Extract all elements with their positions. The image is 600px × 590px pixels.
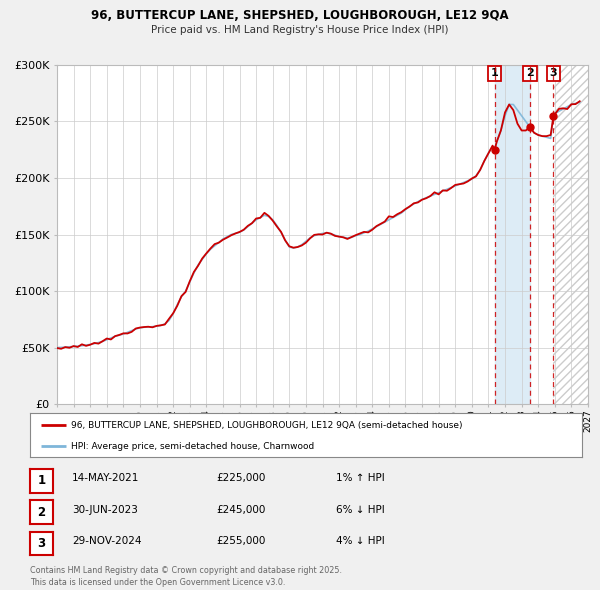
Text: £225,000: £225,000 [216,474,265,483]
Text: 4% ↓ HPI: 4% ↓ HPI [336,536,385,546]
Text: 30-JUN-2023: 30-JUN-2023 [72,505,138,514]
Text: HPI: Average price, semi-detached house, Charnwood: HPI: Average price, semi-detached house,… [71,442,314,451]
Text: 3: 3 [37,537,46,550]
Text: 96, BUTTERCUP LANE, SHEPSHED, LOUGHBOROUGH, LE12 9QA: 96, BUTTERCUP LANE, SHEPSHED, LOUGHBOROU… [91,9,509,22]
Text: 2: 2 [37,506,46,519]
Text: 96, BUTTERCUP LANE, SHEPSHED, LOUGHBOROUGH, LE12 9QA (semi-detached house): 96, BUTTERCUP LANE, SHEPSHED, LOUGHBOROU… [71,421,463,430]
Text: Price paid vs. HM Land Registry's House Price Index (HPI): Price paid vs. HM Land Registry's House … [151,25,449,35]
Text: 1: 1 [491,68,499,78]
Text: £255,000: £255,000 [216,536,265,546]
Text: 2: 2 [526,68,534,78]
Text: Contains HM Land Registry data © Crown copyright and database right 2025.
This d: Contains HM Land Registry data © Crown c… [30,566,342,587]
Text: 6% ↓ HPI: 6% ↓ HPI [336,505,385,514]
Text: 1: 1 [37,474,46,487]
Text: £245,000: £245,000 [216,505,265,514]
Text: 29-NOV-2024: 29-NOV-2024 [72,536,142,546]
Bar [553,65,588,404]
Text: 14-MAY-2021: 14-MAY-2021 [72,474,139,483]
Text: 1% ↑ HPI: 1% ↑ HPI [336,474,385,483]
Text: 3: 3 [550,68,557,78]
Bar [494,65,530,404]
Bar [553,65,588,404]
